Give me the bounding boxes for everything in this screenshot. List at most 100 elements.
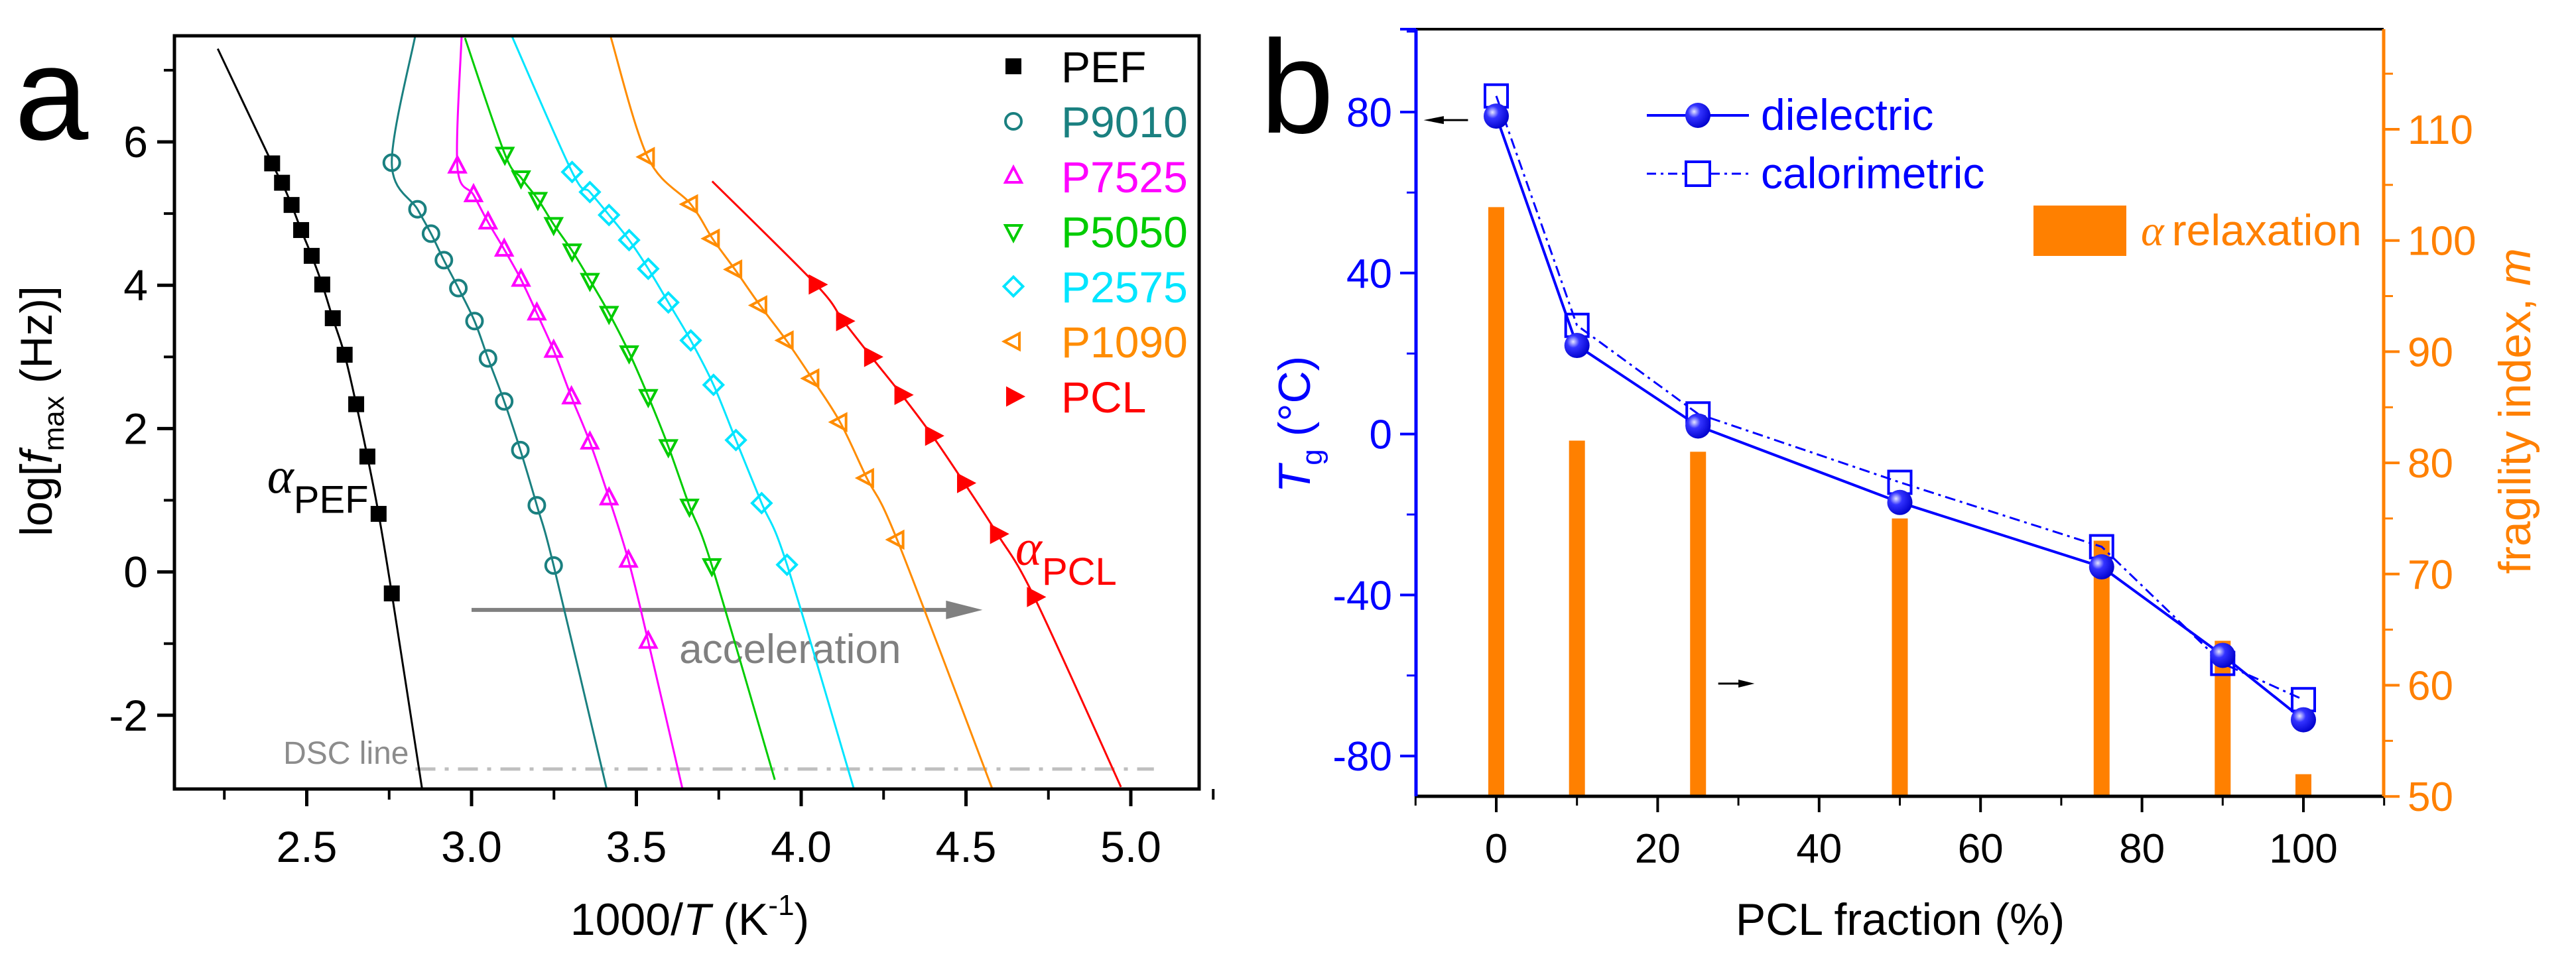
label-part: ): [795, 894, 810, 945]
fit-curve-p1090: [609, 36, 994, 789]
fragility-bar: [1488, 207, 1504, 796]
legend-marker: [1005, 58, 1021, 74]
x-tick-label: 0: [1485, 826, 1508, 872]
series-p2575: [560, 160, 799, 577]
data-point-p5050: [580, 273, 600, 292]
y-right-tick-label: 50: [2408, 774, 2453, 820]
fit-curve-p2575: [510, 36, 855, 789]
label-part: (Hz)]: [11, 286, 62, 396]
data-point-p2575: [578, 180, 602, 204]
legend-marker: [1003, 224, 1024, 244]
plot-frame-a: [172, 34, 1201, 791]
dielectric-point: [1887, 489, 1913, 515]
fit-curve-p9010: [391, 36, 608, 789]
x-tick-label: 100: [2269, 826, 2337, 872]
legend-item-p9010: P9010: [1004, 97, 1188, 147]
data-point-pef: [359, 448, 375, 465]
data-point-p1090: [635, 147, 655, 168]
legend-marker: [1001, 274, 1025, 298]
y-left-tick-label: -40: [1332, 573, 1392, 619]
fit-curves: [216, 36, 1122, 789]
data-point-p7525: [447, 154, 468, 174]
data-point-p2575: [724, 428, 747, 452]
y-right-tick-label: 100: [2408, 219, 2476, 265]
x-tick-label: 4.5: [936, 822, 997, 871]
y-left-tick-label: -80: [1332, 734, 1392, 780]
data-point-p5050: [598, 306, 619, 326]
y-right-axis-label: fragility index, m: [2490, 248, 2540, 574]
legend-marker: [2033, 206, 2126, 256]
fragility-bar: [1569, 440, 1585, 796]
data-point-p7525: [493, 237, 515, 257]
panel-b-chart: b 0 20 40 60 80 100 -80 -40 0 40 80 50 60 70 80 90 100 110…: [1260, 13, 2540, 945]
x-tick-label: 80: [2119, 826, 2165, 872]
fit-curve-pcl: [711, 180, 1122, 788]
data-point-p7525: [580, 430, 600, 450]
fit-curve-p7525: [456, 36, 684, 789]
y-right-tick-label: 90: [2408, 330, 2453, 375]
legend-item-calorimetric: calorimetric: [1647, 149, 1984, 198]
data-point-p9010: [478, 349, 497, 368]
x-tick-label: 5.0: [1100, 822, 1161, 871]
y-left-tick-label: 40: [1346, 251, 1392, 297]
legend-label: PCL: [1061, 373, 1146, 422]
data-point-p9010: [511, 440, 530, 459]
data-point-p1090: [828, 412, 848, 432]
x-tick-label: 20: [1635, 826, 1681, 872]
data-point-p9010: [544, 556, 563, 575]
label-part: (K: [711, 894, 769, 945]
data-point-p2575: [560, 160, 584, 184]
fragility-bar: [1690, 452, 1707, 796]
series-pcl: [808, 274, 1047, 607]
y-axis-label: log[fmax (Hz)]: [11, 286, 70, 536]
x-tick-label: 3.5: [606, 822, 667, 871]
legend-marker: [1001, 331, 1021, 352]
data-point-p9010: [421, 224, 440, 243]
data-point-p5050: [638, 389, 659, 408]
data-point-pcl: [990, 523, 1009, 544]
series-p1090: [635, 147, 905, 550]
legend-label: P7525: [1061, 152, 1188, 202]
y-tick-label: 4: [123, 261, 148, 310]
y-tick-label: 2: [123, 404, 148, 453]
dielectric-point: [2089, 554, 2114, 579]
legend-item-dielectric: dielectric: [1647, 90, 1933, 139]
data-point-p7525: [618, 548, 639, 568]
data-point-pef: [314, 276, 330, 293]
legend-marker: [1685, 103, 1710, 128]
data-point-pef: [324, 310, 341, 326]
data-point-p5050: [562, 243, 582, 263]
subscript: PCL: [1042, 550, 1117, 593]
data-point-pcl: [864, 346, 883, 367]
data-point-pef: [383, 585, 400, 602]
data-point-pcl: [808, 274, 828, 295]
data-point-pcl: [925, 425, 944, 446]
data-point-p9010: [434, 251, 454, 270]
arrow-right-icon: [946, 600, 983, 619]
legend-item-pef: PEF: [1005, 42, 1146, 91]
data-point-p1090: [678, 194, 698, 215]
y-tick-label: 6: [123, 117, 148, 166]
data-point-p2575: [657, 290, 680, 314]
data-point-p5050: [527, 192, 548, 212]
y-right-tick-label: 70: [2408, 552, 2453, 598]
x-tick-label: 3.0: [441, 822, 502, 871]
legend-label: P2575: [1061, 263, 1188, 312]
legend-item-alpha-relaxation: α relaxation: [2033, 206, 2362, 256]
data-point-pcl: [957, 473, 977, 493]
arrow-left-icon: [1423, 116, 1444, 125]
data-point-p9010: [449, 278, 468, 298]
legend-item-p1090: P1090: [1001, 318, 1188, 367]
data-point-p7525: [463, 182, 484, 202]
x-axis-label: 1000/T (K-1): [570, 889, 809, 945]
legend-marker: [1685, 160, 1711, 187]
label-part: relaxation: [2172, 206, 2362, 255]
legend-label: dielectric: [1761, 90, 1933, 139]
data-point-p7525: [543, 338, 564, 358]
panel-label-b: b: [1260, 13, 1334, 161]
data-point-pef: [348, 396, 365, 412]
data-point-p2575: [750, 491, 773, 515]
data-point-p1090: [747, 295, 767, 316]
data-point-p2575: [617, 228, 641, 252]
alpha-pcl-annotation: αPCL: [1015, 520, 1117, 593]
